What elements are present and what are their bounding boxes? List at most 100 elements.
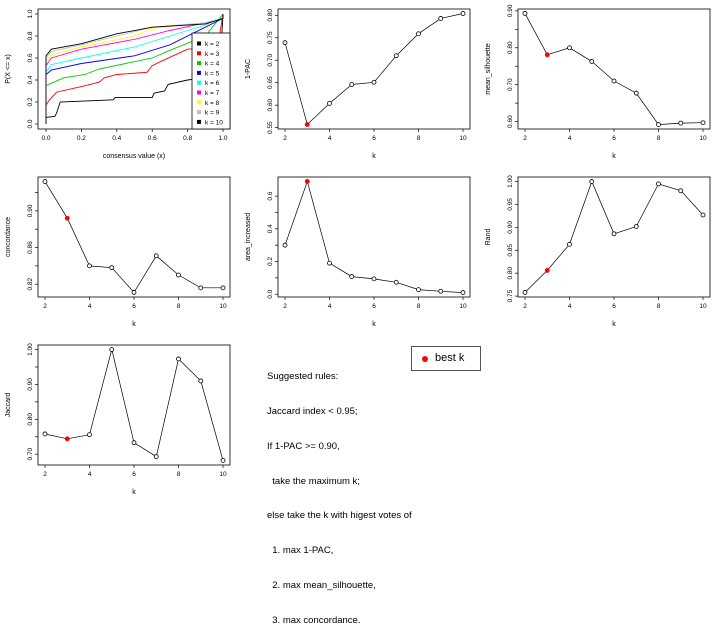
data-point <box>42 431 48 437</box>
data-point <box>393 53 399 59</box>
ecdf-line <box>45 14 224 124</box>
y-tick-label: 0.60 <box>267 98 274 111</box>
y-tick-label: 0.0 <box>267 289 274 298</box>
y-tick-label: 0.6 <box>27 53 34 62</box>
suggested-rules-text: Suggested rules: Jaccard index < 0.95; I… <box>267 348 412 638</box>
y-tick-label: 0.8 <box>27 31 34 40</box>
data-point <box>176 272 181 278</box>
y-tick-label: 0.90 <box>27 204 34 217</box>
data-point <box>220 458 226 463</box>
plot-frame <box>517 176 711 298</box>
data-point <box>567 241 572 247</box>
metric-line <box>284 180 464 293</box>
x-tick-label: 4 <box>88 471 92 478</box>
data-point <box>131 440 137 446</box>
data-point <box>589 59 595 64</box>
x-tick-label: 8 <box>177 303 181 310</box>
x-axis-label: k <box>372 321 376 328</box>
metric-line <box>44 181 223 293</box>
best-k-point <box>64 215 70 221</box>
data-point <box>198 285 204 291</box>
x-tick-label: 2 <box>283 135 287 142</box>
y-tick-label: 0.6 <box>267 191 274 200</box>
x-tick-label: 10 <box>459 135 467 142</box>
ecdf-line <box>45 13 224 124</box>
panel-ecdf: 0.0 0.2 0.4 0.6 0.8 1.0 0.0 0.2 0.4 0.6 0.8 1.0 cons… <box>5 8 231 160</box>
x-tick-label: 10 <box>219 303 227 310</box>
legend-label: k = 8 <box>205 100 220 107</box>
legend-label: k = 10 <box>205 119 223 126</box>
legend-label: k = 4 <box>205 61 220 68</box>
x-tick-label: 0.8 <box>183 135 192 142</box>
data-point <box>700 212 706 218</box>
x-tick-label: 2 <box>523 303 527 310</box>
x-tick-label: 4 <box>568 303 572 310</box>
legend-swatch <box>197 119 201 124</box>
data-point <box>611 231 617 237</box>
x-tick-label: 2 <box>283 303 287 310</box>
data-point <box>327 100 332 106</box>
legend-swatch <box>197 41 201 46</box>
y-axis-label: Rand <box>485 229 492 246</box>
data-point <box>460 11 466 16</box>
data-point <box>109 265 115 271</box>
x-axis-label: k <box>132 321 136 328</box>
legend-label: k = 5 <box>205 70 220 77</box>
data-point <box>327 260 332 266</box>
best-k-legend-label: best k <box>435 352 465 364</box>
x-tick-label: 1.0 <box>218 135 227 142</box>
data-point <box>42 179 48 184</box>
data-point <box>611 78 617 84</box>
y-tick-label: 0.80 <box>507 41 514 54</box>
x-tick-label: 10 <box>699 135 707 142</box>
x-tick-label: 6 <box>612 303 616 310</box>
y-tick-label: 0.2 <box>27 97 34 106</box>
x-tick-label: 6 <box>612 135 616 142</box>
data-point <box>589 179 595 184</box>
legend-swatch <box>197 90 201 95</box>
y-tick-label: 0.80 <box>27 413 34 426</box>
y-tick-label: 1.00 <box>27 343 34 356</box>
y-tick-label: 0.90 <box>507 221 514 234</box>
x-tick-label: 2 <box>523 135 527 142</box>
x-tick-label: 0.2 <box>77 135 86 142</box>
data-point <box>393 279 399 285</box>
chart-canvas: 0.0 0.2 0.4 0.6 0.8 1.0 0.0 0.2 0.4 0.6 0.8 1.0 cons… <box>5 4 711 496</box>
y-tick-label: 0.75 <box>267 31 274 44</box>
x-axis-label: k <box>612 153 616 160</box>
x-axis-label: k <box>372 153 376 160</box>
x-tick-label: 6 <box>372 135 376 142</box>
y-tick-label: 0.55 <box>267 121 274 134</box>
x-tick-label: 6 <box>132 471 136 478</box>
data-point <box>633 90 639 96</box>
data-point <box>416 31 421 37</box>
best-k-point <box>544 52 550 58</box>
y-axis-label: Jaccard <box>5 393 12 418</box>
y-tick-label: 0.75 <box>507 289 514 302</box>
panel-1-pac: 2 4 6 8 10 0.55 0.60 0.65 0.70 0.75 0.80 k 1-PAC <box>245 8 471 160</box>
y-tick-label: 0.2 <box>267 257 274 266</box>
panel-mean-silhouette: 2 4 6 8 10 0.60 0.70 0.80 0.90 k mean_silhouette <box>485 4 711 160</box>
rules-line: 1. max 1-PAC, <box>267 545 334 557</box>
legend-swatch <box>197 80 201 85</box>
data-point <box>131 290 137 295</box>
data-point <box>656 122 661 127</box>
y-tick-label: 0.60 <box>507 115 514 128</box>
legend: k = 2 k = 3 k = 4 k = 5 k = 6 k = 7 k = 8 k = 9… <box>191 32 231 130</box>
rules-line: If 1-PAC >= 0.90, <box>267 440 340 452</box>
x-tick-label: 8 <box>657 303 661 310</box>
y-tick-label: 0.4 <box>267 224 274 233</box>
x-tick-label: 4 <box>328 303 332 310</box>
plot-frame <box>277 8 471 130</box>
rules-line: Suggested rules: <box>267 371 339 383</box>
y-axis-label: 1-PAC <box>245 59 252 79</box>
best-k-point <box>544 268 550 273</box>
data-point <box>438 288 444 294</box>
best-k-point <box>304 179 310 184</box>
metric-line <box>524 180 704 293</box>
data-point <box>349 274 355 279</box>
y-axis-label: area_increased <box>245 213 252 261</box>
data-point <box>109 347 115 352</box>
y-tick-label: 0.90 <box>507 4 514 17</box>
rules-line: else take the k with higest votes of <box>267 510 412 522</box>
